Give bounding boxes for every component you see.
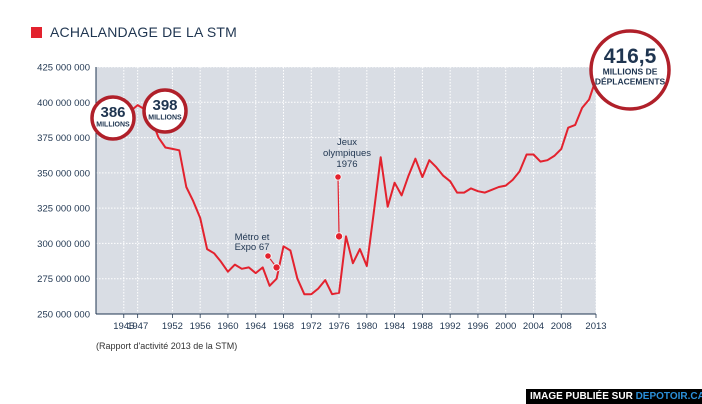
callout-circle <box>589 29 671 111</box>
y-tick-label: 425 000 000 <box>37 63 90 74</box>
y-tick-label: 350 000 000 <box>37 168 90 179</box>
x-tick-label: 1984 <box>384 321 405 332</box>
x-tick-label: 1976 <box>328 321 349 332</box>
x-tick-label: 1968 <box>273 321 294 332</box>
annotation-label: olympiques <box>323 148 371 159</box>
annotation-point-dot <box>335 232 344 241</box>
callout-unit: MILLIONS <box>148 114 182 121</box>
x-tick-label: 2008 <box>551 321 572 332</box>
callout-unit: MILLIONS DE <box>603 67 658 77</box>
x-tick-label: 1952 <box>162 321 183 332</box>
annotation-point-dot <box>272 263 281 272</box>
callout-value: 386 <box>100 104 125 121</box>
callout-circle <box>90 95 136 141</box>
x-tick-label: 2004 <box>523 321 544 332</box>
callout-value: 398 <box>152 97 177 114</box>
chart-title-text: ACHALANDAGE DE LA STM <box>50 24 238 40</box>
x-tick-label: 1996 <box>467 321 488 332</box>
x-tick-label: 1960 <box>217 321 238 332</box>
watermark-badge: IMAGE PUBLIÉE SUR DEPOTOIR.CA <box>526 389 702 404</box>
watermark-prefix: IMAGE PUBLIÉE SUR <box>530 391 633 402</box>
watermark-site: DEPOTOIR.CA <box>635 391 702 402</box>
annotation-anchor-dot <box>264 252 272 260</box>
x-tick-label: 1980 <box>356 321 377 332</box>
x-tick-label: 1947 <box>127 321 148 332</box>
x-tick-label: 1992 <box>440 321 461 332</box>
ridership-line <box>95 78 597 296</box>
callout-value: 416,5 <box>604 45 657 68</box>
annotation-leader <box>337 176 340 237</box>
x-tick-label: 1964 <box>245 321 266 332</box>
annotation-label: Expo 67 <box>235 242 270 253</box>
title-square-icon <box>31 26 42 38</box>
x-tick-label: 1972 <box>301 321 322 332</box>
y-tick-label: 325 000 000 <box>37 204 90 215</box>
callout-unit: MILLIONS <box>96 121 130 128</box>
annotation-label: Métro et <box>235 232 270 243</box>
annotation-anchor-dot <box>334 173 342 181</box>
y-tick-label: 300 000 000 <box>37 239 90 250</box>
x-tick-label: 1945 <box>113 321 134 332</box>
chart-title: ACHALANDAGE DE LA STM <box>31 24 237 40</box>
y-tick-label: 400 000 000 <box>37 98 90 109</box>
callout-circle <box>142 88 188 134</box>
x-tick-label: 1988 <box>412 321 433 332</box>
x-tick-label: 2013 <box>585 321 606 332</box>
source-note: (Rapport d'activité 2013 de la STM) <box>96 341 238 351</box>
y-tick-label: 375 000 000 <box>37 133 90 144</box>
x-tick-label: 1956 <box>190 321 211 332</box>
callout-unit: DÉPLACEMENTS <box>595 76 666 86</box>
y-tick-label: 275 000 000 <box>37 274 90 285</box>
y-tick-label: 250 000 000 <box>37 310 90 321</box>
annotation-label: Jeux <box>337 137 357 148</box>
annotation-label: 1976 <box>336 159 357 170</box>
x-tick-label: 2000 <box>495 321 516 332</box>
